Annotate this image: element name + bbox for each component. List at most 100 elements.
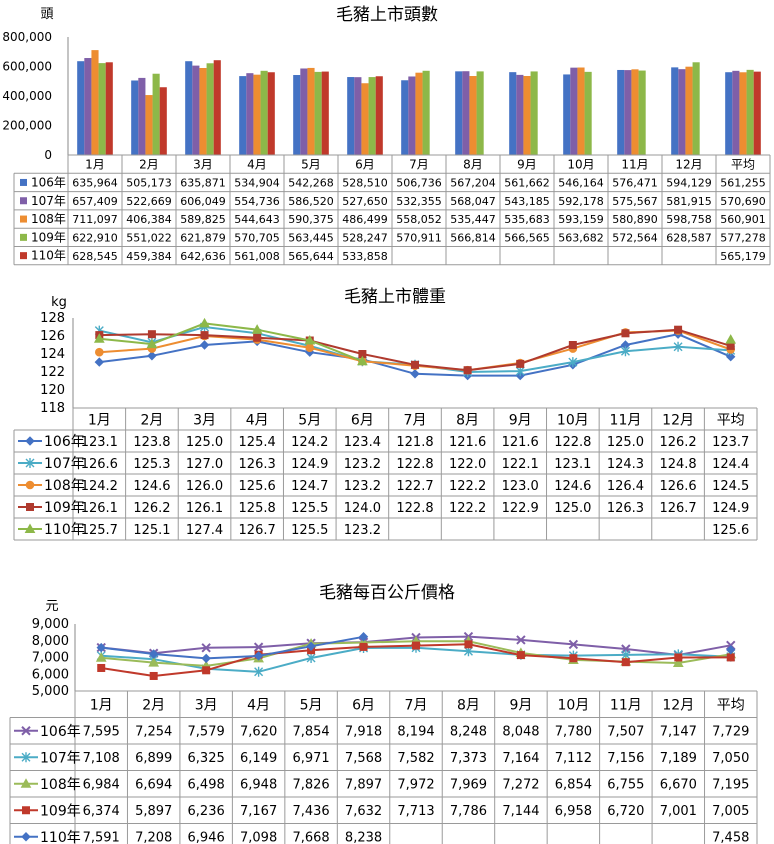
bar — [206, 63, 214, 156]
bar — [523, 75, 531, 155]
data-point — [201, 653, 211, 664]
data-label: 7,729 — [712, 725, 749, 740]
y-tick-label: 122 — [40, 365, 65, 380]
data-label: 7,098 — [240, 831, 277, 844]
y-tick-label: 6,000 — [32, 667, 69, 682]
data-point — [199, 340, 210, 350]
data-label: 7,972 — [397, 778, 434, 793]
bar — [415, 72, 423, 155]
data-label: 8,248 — [450, 725, 487, 740]
data-point — [95, 347, 104, 357]
data-label: 577,278 — [720, 232, 766, 245]
bar — [368, 77, 376, 155]
legend-key-marker — [25, 480, 35, 490]
legend-label: 109年 — [40, 803, 81, 819]
data-label: 544,643 — [234, 213, 280, 226]
legend-key — [20, 233, 27, 241]
data-label: 7,005 — [712, 804, 749, 819]
data-label: 125.4 — [239, 435, 276, 450]
data-label: 121.6 — [502, 435, 539, 450]
data-label: 580,890 — [612, 213, 658, 226]
data-label: 124.2 — [81, 479, 118, 494]
x-tick-label: 6月 — [355, 158, 375, 172]
data-label: 594,129 — [666, 177, 712, 190]
bar — [246, 73, 254, 155]
bar — [375, 76, 383, 155]
bar — [739, 72, 747, 155]
x-tick-label: 7月 — [405, 698, 428, 714]
y-tick-label: 200,000 — [2, 119, 52, 133]
data-label: 6,670 — [660, 778, 697, 793]
data-label: 534,904 — [234, 177, 280, 190]
x-tick-label: 12月 — [662, 412, 694, 428]
chart-title: 毛豬上市頭數 — [336, 5, 438, 25]
x-tick-label: 2月 — [139, 158, 159, 172]
data-label: 123.2 — [344, 457, 381, 472]
x-tick-label: 4月 — [247, 698, 270, 714]
data-point — [464, 640, 473, 649]
data-label: 7,568 — [345, 751, 382, 766]
data-label: 532,355 — [396, 195, 442, 208]
data-label: 7,713 — [397, 804, 434, 819]
data-label: 565,179 — [720, 250, 766, 263]
bar — [138, 77, 146, 155]
bar — [131, 80, 139, 155]
data-label: 635,871 — [180, 177, 226, 190]
x-tick-label: 12月 — [675, 158, 702, 172]
bar — [185, 61, 193, 155]
data-label: 125.5 — [291, 523, 328, 538]
data-label: 126.0 — [186, 479, 223, 494]
data-label: 558,052 — [396, 213, 442, 226]
data-label: 546,164 — [558, 177, 604, 190]
data-point — [304, 334, 316, 345]
data-label: 7,050 — [712, 751, 749, 766]
data-label: 406,384 — [126, 213, 172, 226]
data-label: 124.8 — [659, 457, 696, 472]
data-label: 7,373 — [450, 751, 487, 766]
y-tick-label: 5,000 — [32, 684, 69, 699]
bar — [354, 77, 362, 155]
data-label: 570,911 — [396, 232, 442, 245]
data-label: 7,918 — [345, 725, 382, 740]
data-label: 657,409 — [72, 195, 118, 208]
data-label: 561,008 — [234, 250, 280, 263]
legend-key — [20, 178, 27, 186]
data-label: 581,915 — [666, 195, 712, 208]
y-tick-label: 9,000 — [32, 617, 69, 632]
data-label: 6,374 — [83, 804, 120, 819]
legend-key — [20, 252, 27, 260]
data-label: 528,247 — [342, 232, 388, 245]
data-label: 6,720 — [607, 804, 644, 819]
bar — [422, 70, 430, 155]
data-label: 125.0 — [607, 435, 644, 450]
legend-label: 108年 — [40, 777, 81, 793]
bar — [509, 72, 517, 155]
legend-key-marker — [22, 806, 30, 815]
data-point — [412, 641, 420, 650]
data-label: 125.6 — [712, 523, 749, 538]
data-label: 126.6 — [659, 479, 696, 494]
legend-key — [20, 197, 27, 205]
data-label: 576,471 — [612, 177, 658, 190]
data-label: 123.2 — [344, 479, 381, 494]
x-tick-label: 3月 — [193, 158, 213, 172]
bar — [300, 68, 308, 155]
bar — [77, 61, 85, 155]
data-label: 589,825 — [180, 213, 226, 226]
bar — [105, 62, 113, 155]
data-point — [358, 632, 369, 642]
data-point — [147, 351, 157, 361]
bar — [462, 71, 470, 155]
legend-label: 108年 — [31, 212, 66, 226]
bar — [530, 71, 538, 155]
data-label: 6,236 — [188, 804, 225, 819]
bar — [84, 58, 92, 155]
y-tick-label: 128 — [40, 311, 65, 326]
data-label: 567,204 — [450, 177, 496, 190]
data-point — [253, 333, 262, 342]
bar — [678, 69, 686, 155]
data-point — [726, 653, 735, 662]
data-label: 122.1 — [502, 457, 539, 472]
